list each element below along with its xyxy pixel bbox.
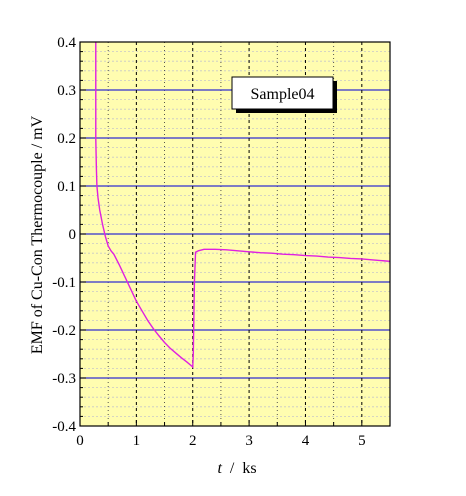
x-tick-label: 1 — [133, 433, 141, 449]
y-tick-label: -0.2 — [52, 323, 76, 339]
x-tick-label: 2 — [189, 433, 197, 449]
x-tick-labels: 0 1 2 3 4 5 — [76, 433, 365, 449]
legend: Sample04 — [231, 76, 337, 113]
x-axis-label: t / ks — [217, 460, 256, 477]
y-tick-label: -0.3 — [52, 371, 76, 387]
y-tick-label: 0.2 — [57, 131, 76, 147]
x-tick-label: 4 — [302, 433, 310, 449]
y-tick-label: -0.4 — [52, 419, 76, 435]
data-line-group — [95, 42, 391, 369]
major-grid — [80, 42, 390, 426]
x-tick-marks — [79, 420, 391, 426]
legend-box — [231, 76, 334, 110]
y-tick-label: 0.3 — [57, 83, 76, 99]
x-tick-label: 0 — [76, 433, 84, 449]
series-line — [95, 42, 391, 369]
y-tick-marks — [80, 41, 86, 427]
y-tick-label: 0 — [69, 227, 77, 243]
x-tick-label: 3 — [245, 433, 253, 449]
y-tick-label: -0.1 — [52, 275, 76, 291]
x-tick-label: 5 — [358, 433, 366, 449]
legend-label: Sample04 — [251, 86, 315, 103]
x-axis-label-unit: / ks — [222, 460, 257, 477]
y-tick-label: 0.4 — [57, 35, 76, 51]
y-tick-label: 0.1 — [57, 179, 76, 195]
y-axis-label: EMF of Cu-Con Thermocouple / mV — [29, 115, 46, 354]
y-tick-labels: -0.4 -0.3 -0.2 -0.1 0 0.1 0.2 0.3 0.4 — [52, 35, 76, 435]
x-axis-label-var: t — [217, 460, 222, 477]
